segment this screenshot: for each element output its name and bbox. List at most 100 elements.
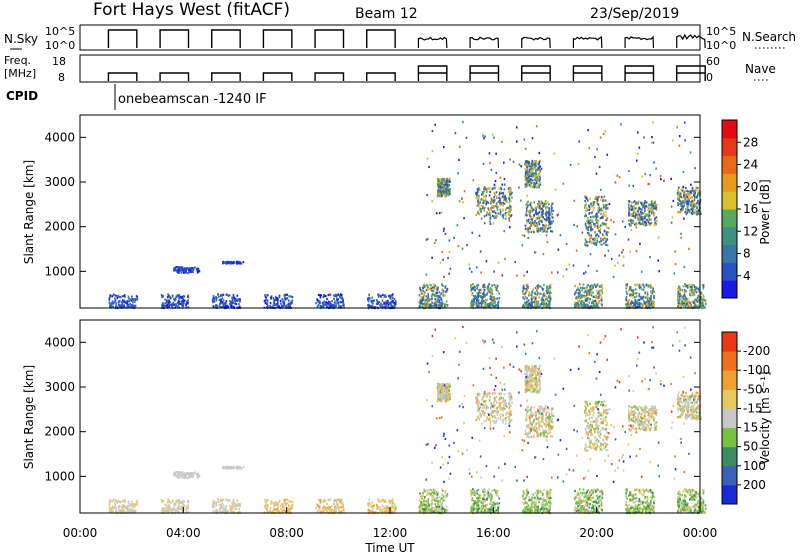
velocity-cell (220, 503, 222, 506)
power-cell (595, 215, 597, 218)
power-cell (637, 209, 639, 212)
power-cell (649, 222, 652, 225)
power-cell (494, 301, 496, 304)
power-cell (463, 217, 465, 220)
power-cell (446, 304, 449, 307)
power-colorbar-label: 4 (743, 269, 751, 283)
power-cell (544, 299, 546, 302)
power-cell (537, 203, 539, 206)
velocity-cell (322, 507, 324, 510)
power-cell (503, 213, 505, 216)
velocity-cell (168, 500, 170, 503)
power-cell (547, 299, 549, 302)
power-cell (672, 199, 675, 203)
power-cell (565, 242, 568, 246)
power-cell (535, 208, 538, 211)
velocity-cell (316, 510, 319, 513)
power-cell (655, 206, 658, 210)
power-cell (683, 300, 685, 303)
nsky-trace-block (676, 33, 706, 49)
velocity-cell (368, 502, 371, 506)
velocity-cell (442, 498, 445, 501)
power-cell (583, 295, 586, 299)
power-cell (444, 193, 446, 196)
power-cell (185, 303, 188, 307)
power-cell (694, 298, 696, 302)
power-cell (527, 200, 529, 203)
power-cell (177, 300, 180, 303)
power-cell (222, 303, 225, 306)
velocity-cell (215, 504, 218, 507)
power-cell (173, 267, 175, 270)
power-cell (635, 201, 637, 204)
velocity-cell (124, 506, 127, 509)
power-cell (448, 272, 450, 275)
power-cell (548, 226, 550, 230)
power-cell (691, 290, 694, 293)
power-cell (518, 186, 520, 189)
power-cell (481, 299, 484, 302)
power-cell (587, 289, 590, 292)
power-cell (439, 181, 442, 185)
velocity-cell (377, 500, 380, 503)
velocity-cell (162, 509, 165, 512)
power-cell (473, 300, 476, 303)
power-cell (470, 302, 473, 306)
velocity-cell (168, 510, 170, 513)
power-cell (131, 299, 134, 302)
power-cell (187, 306, 190, 309)
power-cell (551, 216, 554, 219)
power-cell (439, 301, 442, 305)
power-cell (524, 178, 527, 181)
power-cell (497, 205, 499, 208)
power-cell (680, 195, 683, 198)
power-cell (449, 180, 451, 183)
power-cell (525, 183, 528, 186)
power-cell (488, 211, 491, 214)
power-cell (635, 207, 637, 210)
power-cell (679, 203, 682, 206)
velocity-cell (427, 510, 429, 513)
power-cell (545, 202, 547, 206)
power-cell (229, 300, 231, 303)
power-cell (604, 254, 606, 257)
power-cell (438, 187, 441, 191)
power-cell (702, 296, 705, 299)
velocity-cell (340, 506, 343, 509)
power-cell (547, 218, 550, 222)
velocity-cell (232, 510, 235, 513)
power-cell (477, 295, 479, 298)
velocity-cell (322, 500, 325, 504)
power-cell (552, 209, 555, 212)
power-cell (503, 202, 506, 205)
power-cell (280, 302, 282, 305)
power-cell (680, 207, 683, 211)
power-cell (530, 294, 533, 297)
power-cell (631, 201, 633, 204)
power-cell (630, 208, 633, 212)
power-cell (458, 158, 460, 162)
power-cell (494, 186, 496, 189)
power-cell (595, 301, 598, 304)
power-cell (496, 208, 499, 211)
power-cell (130, 295, 133, 298)
power-cell (588, 301, 591, 304)
power-cell (222, 293, 225, 296)
power-cell (537, 206, 539, 209)
power-cell (534, 251, 536, 254)
velocity-cell (109, 500, 111, 504)
power-cell (276, 305, 278, 308)
power-cell (114, 294, 117, 297)
power-cell (595, 217, 598, 221)
power-cell (588, 238, 591, 241)
power-cell (473, 296, 476, 300)
power-cell (335, 304, 337, 308)
power-cell (422, 287, 424, 290)
power-cell (383, 302, 385, 305)
power-cell (224, 302, 227, 305)
power-cell (488, 291, 491, 294)
power-cell (634, 298, 636, 302)
power-cell (131, 297, 134, 301)
power-cell (446, 178, 449, 181)
velocity-cell (269, 507, 272, 510)
